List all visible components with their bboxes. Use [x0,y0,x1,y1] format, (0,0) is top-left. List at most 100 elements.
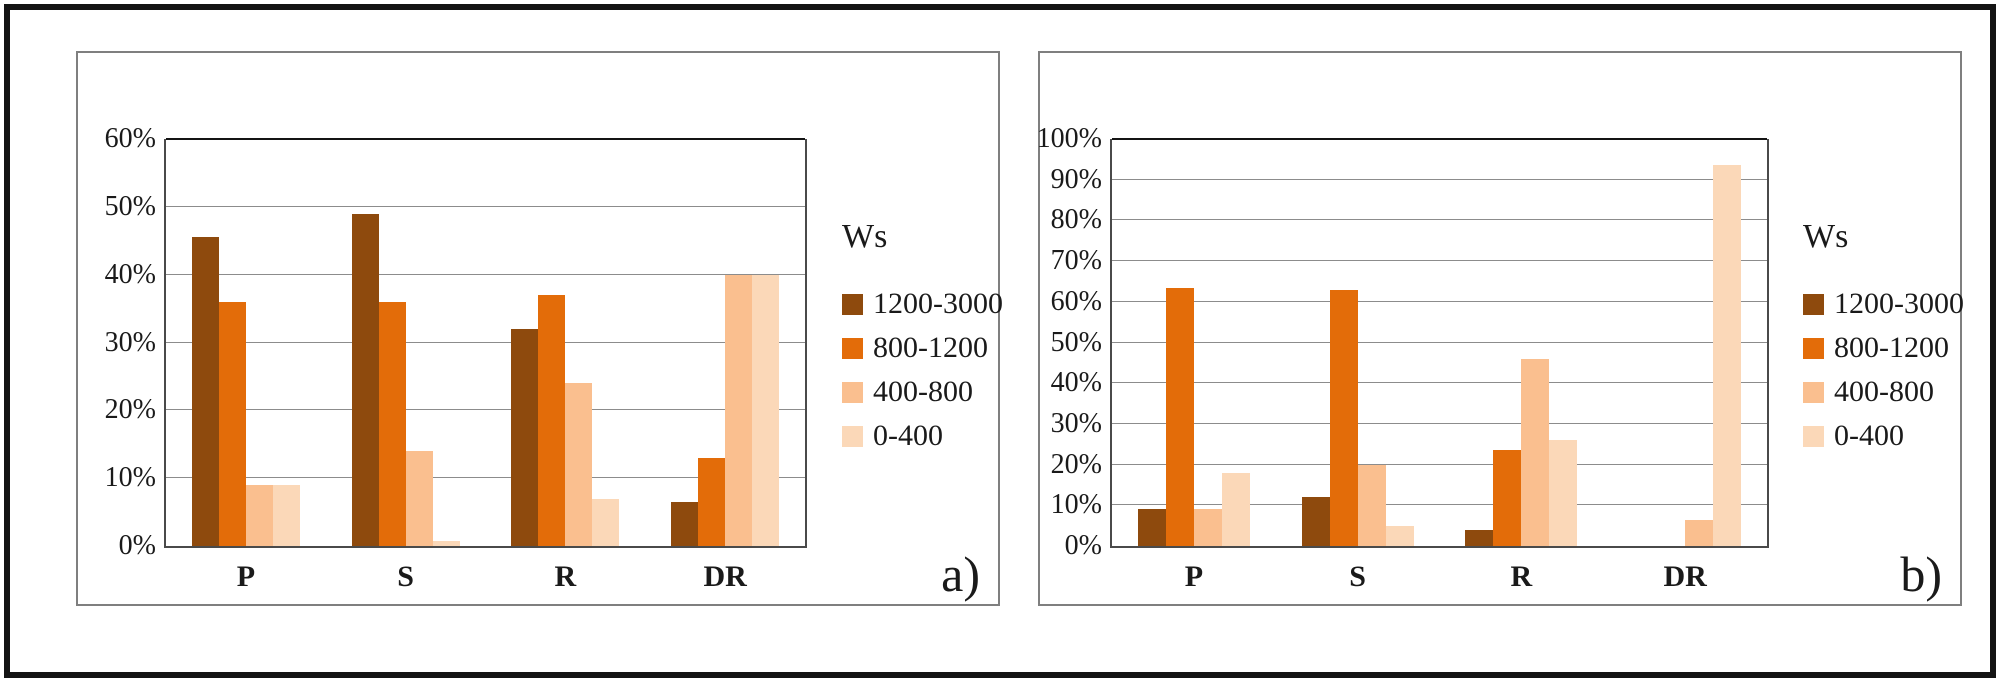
bar-S-0-400 [433,541,460,546]
bar-R-800-1200 [538,295,565,546]
bar-DR-0-400 [1713,165,1741,546]
y-axis-tick-label: 90% [1050,163,1102,195]
bar-P-400-800 [1194,509,1222,546]
bar-R-1200-3000 [511,329,538,546]
x-axis-category-label: P [1184,560,1204,593]
bar-P-400-800 [246,485,273,546]
bar-P-0-400 [1222,473,1250,546]
y-axis-tick-label: 60% [104,123,156,154]
chart-panel-b: 0% 10% 20% 30% 40% 50% 60% 70% 80% 90% 100% P S R DR W… [1037,51,1964,606]
x-axis-category-label: R [1510,560,1533,593]
legend-swatch-icon [1803,381,1824,403]
gridline [1112,504,1767,506]
chart-b-legend: Ws 1200-3000 800-1200 400-800 0-400 [1803,218,1964,458]
legend-swatch-icon [842,337,863,359]
gridline [166,205,805,207]
bar-R-400-800 [565,383,592,546]
y-axis-tick-label: 40% [104,258,156,290]
y-axis-tick-label: 70% [1050,245,1102,277]
bar-DR-800-1200 [698,458,725,546]
bar-S-800-1200 [1330,290,1358,546]
y-axis-tick-label: 60% [1050,285,1102,317]
chart-b-plot-area: 0% 10% 20% 30% 40% 50% 60% 70% 80% 90% 100% P S R DR [1037,125,1769,593]
y-axis-tick-label: 30% [1050,407,1102,439]
bar-DR-1200-3000 [671,502,698,546]
y-axis-tick-label: 20% [1050,448,1102,480]
bar-S-400-800 [1358,465,1386,546]
legend-swatch-icon [1803,337,1824,359]
legend-title: Ws [842,218,888,255]
legend-label: 0-400 [1834,419,1904,452]
gridline [1112,178,1767,180]
gridline [166,409,805,411]
gridline [166,138,805,140]
bar-R-0-400 [1549,440,1577,546]
y-axis-tick-label: 40% [1050,367,1102,399]
gridline [1112,260,1767,262]
bar-S-1200-3000 [1302,497,1330,546]
bar-R-400-800 [1521,359,1549,546]
legend-title: Ws [1803,218,1849,255]
bar-P-1200-3000 [1138,509,1166,546]
bar-S-0-400 [1386,526,1414,546]
bar-P-1200-3000 [192,237,219,546]
bar-R-800-1200 [1493,450,1521,546]
gridline [166,477,805,479]
legend-swatch-icon [1803,425,1824,447]
y-axis-tick-label: 10% [104,462,156,494]
y-axis-tick-label: 20% [104,394,156,426]
chart-a-legend: Ws 1200-3000 800-1200 400-800 0-400 [842,218,1003,458]
legend-item: 1200-3000 [1803,282,1964,326]
gridline [1112,300,1767,302]
legend-label: 1200-3000 [1834,287,1964,320]
legend-label: 800-1200 [873,331,988,364]
bar-P-0-400 [273,485,300,546]
panel-label-a: a) [941,546,980,602]
bar-P-800-1200 [219,302,246,546]
gridline [1112,219,1767,221]
x-axis-category-label: P [236,560,256,593]
x-axis-category-label: DR [1663,560,1707,593]
bar-DR-0-400 [752,275,779,546]
legend-swatch-icon [1803,293,1824,315]
legend-item: 800-1200 [842,326,1002,370]
bar-DR-400-800 [1685,520,1713,546]
gridline [166,341,805,343]
legend-label: 400-800 [873,375,973,408]
y-axis-tick-label: 50% [104,190,156,222]
y-axis-tick-label: 10% [1050,489,1102,521]
x-axis-category-label: S [1349,560,1366,593]
gridline [1112,382,1767,384]
legend-item: 1200-3000 [842,282,1003,326]
legend-label: 400-800 [1834,375,1934,408]
gridline [166,273,805,275]
y-axis-tick-label: 50% [1050,326,1102,358]
bar-P-800-1200 [1166,288,1194,546]
legend-item: 0-400 [842,414,1002,458]
figure-frame: 0% 10% 20% 30% 40% 50% 60% P S R DR Ws 1200-3000 80… [4,4,1996,678]
legend-item: 0-400 [1803,414,1963,458]
bar-R-0-400 [592,499,619,546]
x-axis-category-label: DR [703,560,747,593]
y-axis-tick-label: 0% [118,530,156,561]
panel-label-b: b) [1900,546,1942,602]
y-axis-tick-label: 30% [104,326,156,358]
legend-label: 0-400 [873,419,943,452]
bar-DR-400-800 [725,275,752,546]
bar-S-400-800 [406,451,433,546]
gridline [1112,138,1767,140]
bar-S-800-1200 [379,302,406,546]
legend-label: 1200-3000 [873,287,1003,320]
gridline [1112,341,1767,343]
gridline [1112,422,1767,424]
bar-S-1200-3000 [352,214,379,546]
x-axis-category-label: S [397,560,414,593]
y-axis-tick-label: 0% [1064,530,1102,561]
chart-a-plot-area: 0% 10% 20% 30% 40% 50% 60% P S R DR [105,125,807,593]
legend-item: 800-1200 [1803,326,1963,370]
legend-item: 400-800 [1803,370,1963,414]
y-axis-tick-label: 100% [1036,123,1102,154]
chart-panel-a: 0% 10% 20% 30% 40% 50% 60% P S R DR Ws 1200-3000 80… [76,51,1003,606]
legend-label: 800-1200 [1834,331,1949,364]
legend-swatch-icon [842,425,863,447]
